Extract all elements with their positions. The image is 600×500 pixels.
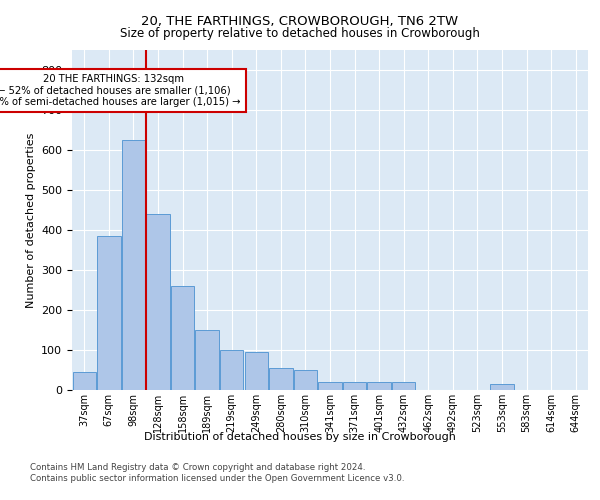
Text: 20, THE FARTHINGS, CROWBOROUGH, TN6 2TW: 20, THE FARTHINGS, CROWBOROUGH, TN6 2TW — [142, 15, 458, 28]
Bar — [343, 382, 366, 390]
Text: Size of property relative to detached houses in Crowborough: Size of property relative to detached ho… — [120, 28, 480, 40]
Text: 20 THE FARTHINGS: 132sqm
← 52% of detached houses are smaller (1,106)
48% of sem: 20 THE FARTHINGS: 132sqm ← 52% of detach… — [0, 74, 241, 107]
Bar — [73, 372, 96, 390]
Bar — [245, 352, 268, 390]
Bar — [319, 382, 341, 390]
Text: Distribution of detached houses by size in Crowborough: Distribution of detached houses by size … — [144, 432, 456, 442]
Bar — [294, 370, 317, 390]
Bar — [122, 140, 145, 390]
Bar — [171, 286, 194, 390]
Text: Contains HM Land Registry data © Crown copyright and database right 2024.: Contains HM Land Registry data © Crown c… — [30, 462, 365, 471]
Bar — [196, 330, 219, 390]
Bar — [392, 382, 415, 390]
Y-axis label: Number of detached properties: Number of detached properties — [26, 132, 35, 308]
Text: Contains public sector information licensed under the Open Government Licence v3: Contains public sector information licen… — [30, 474, 404, 483]
Bar — [97, 236, 121, 390]
Bar — [220, 350, 244, 390]
Bar — [367, 382, 391, 390]
Bar — [146, 214, 170, 390]
Bar — [490, 384, 514, 390]
Bar — [269, 368, 293, 390]
